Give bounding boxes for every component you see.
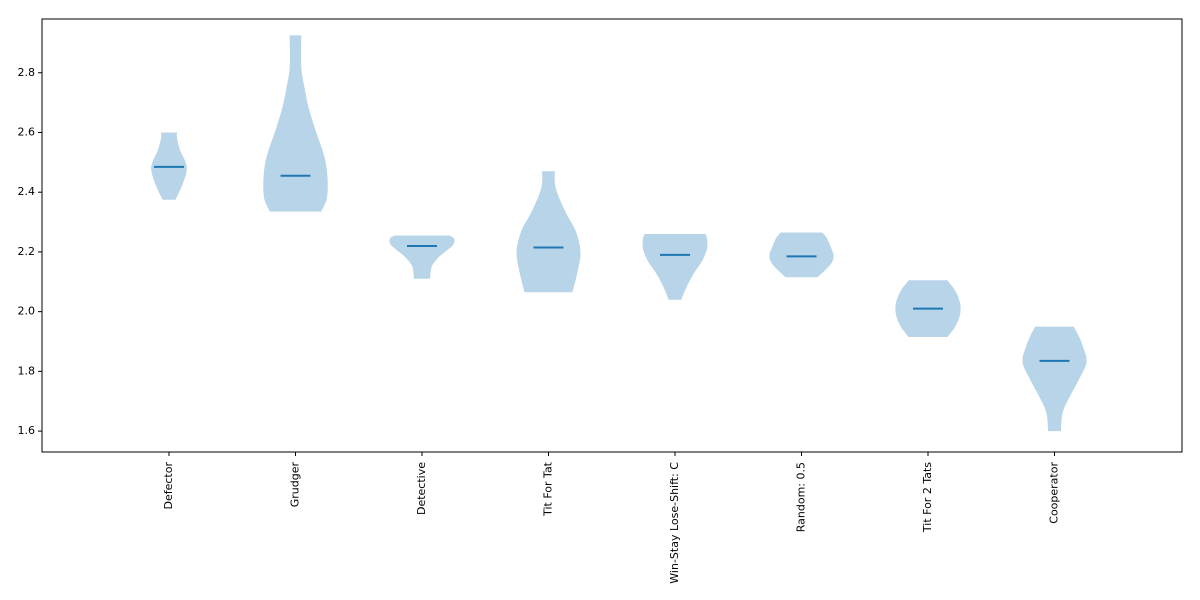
y-tick-label: 1.8 bbox=[18, 364, 36, 377]
y-tick-label: 2.0 bbox=[18, 305, 36, 318]
y-tick-label: 2.8 bbox=[18, 66, 36, 79]
x-tick-label: Detective bbox=[415, 462, 428, 515]
violin-body bbox=[516, 171, 581, 293]
plot-frame bbox=[41, 18, 1183, 453]
x-tick-label: Win-Stay Lose-Shift: C bbox=[668, 462, 681, 584]
x-tick-label: Grudger bbox=[289, 462, 302, 508]
violin-body bbox=[1022, 326, 1087, 432]
y-tick-label: 1.6 bbox=[18, 424, 36, 437]
violin-body bbox=[642, 234, 708, 300]
violin-body bbox=[769, 232, 834, 278]
x-tick-label: Cooperator bbox=[1048, 462, 1061, 524]
violin-body bbox=[389, 235, 455, 279]
y-tick-label: 2.2 bbox=[18, 245, 36, 258]
violins-layer bbox=[151, 35, 1087, 432]
y-tick-label: 2.6 bbox=[18, 125, 36, 138]
violin-body bbox=[263, 35, 328, 212]
y-tick-label: 2.4 bbox=[18, 185, 36, 198]
y-axis: 1.6 1.8 2.0 2.2 2.4 2.6 2.8 bbox=[18, 66, 42, 437]
x-tick-label: Tit For Tat bbox=[542, 461, 555, 517]
x-tick-label: Random: 0.5 bbox=[795, 462, 808, 532]
medians-layer bbox=[154, 165, 1070, 362]
x-tick-label: Tit For 2 Tats bbox=[921, 462, 934, 533]
x-tick-label: Defector bbox=[162, 462, 175, 510]
x-axis: Defector Grudger Detective Tit For Tat Win-S… bbox=[162, 452, 1061, 584]
